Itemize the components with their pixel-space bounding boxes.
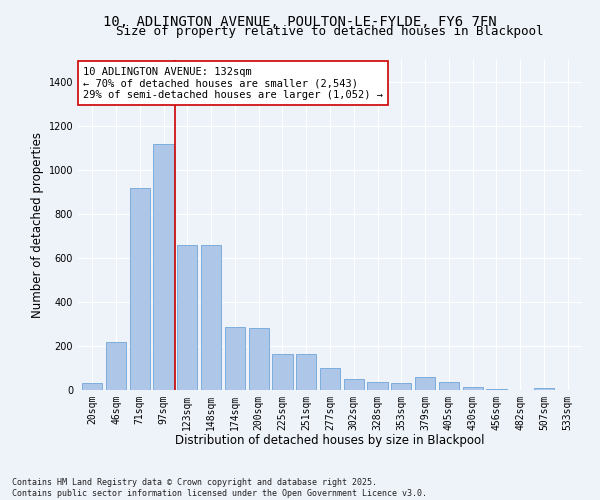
Bar xyxy=(201,245,221,390)
Bar xyxy=(225,328,245,390)
Y-axis label: Number of detached properties: Number of detached properties xyxy=(31,132,44,318)
Bar xyxy=(439,382,459,390)
Bar xyxy=(106,342,126,390)
Bar xyxy=(534,388,554,390)
Title: Size of property relative to detached houses in Blackpool: Size of property relative to detached ho… xyxy=(116,25,544,38)
Bar xyxy=(154,144,173,390)
Text: 10, ADLINGTON AVENUE, POULTON-LE-FYLDE, FY6 7FN: 10, ADLINGTON AVENUE, POULTON-LE-FYLDE, … xyxy=(103,15,497,29)
Bar xyxy=(415,377,435,390)
Bar xyxy=(272,354,293,390)
Bar xyxy=(248,328,269,390)
Bar xyxy=(320,368,340,390)
Text: 10 ADLINGTON AVENUE: 132sqm
← 70% of detached houses are smaller (2,543)
29% of : 10 ADLINGTON AVENUE: 132sqm ← 70% of det… xyxy=(83,66,383,100)
Bar xyxy=(82,384,103,390)
Bar xyxy=(177,245,197,390)
Bar xyxy=(463,386,483,390)
Text: Contains HM Land Registry data © Crown copyright and database right 2025.
Contai: Contains HM Land Registry data © Crown c… xyxy=(12,478,427,498)
X-axis label: Distribution of detached houses by size in Blackpool: Distribution of detached houses by size … xyxy=(175,434,485,448)
Bar xyxy=(296,354,316,390)
Bar xyxy=(367,382,388,390)
Bar xyxy=(344,379,364,390)
Bar xyxy=(130,188,150,390)
Bar xyxy=(487,389,506,390)
Bar xyxy=(391,384,412,390)
